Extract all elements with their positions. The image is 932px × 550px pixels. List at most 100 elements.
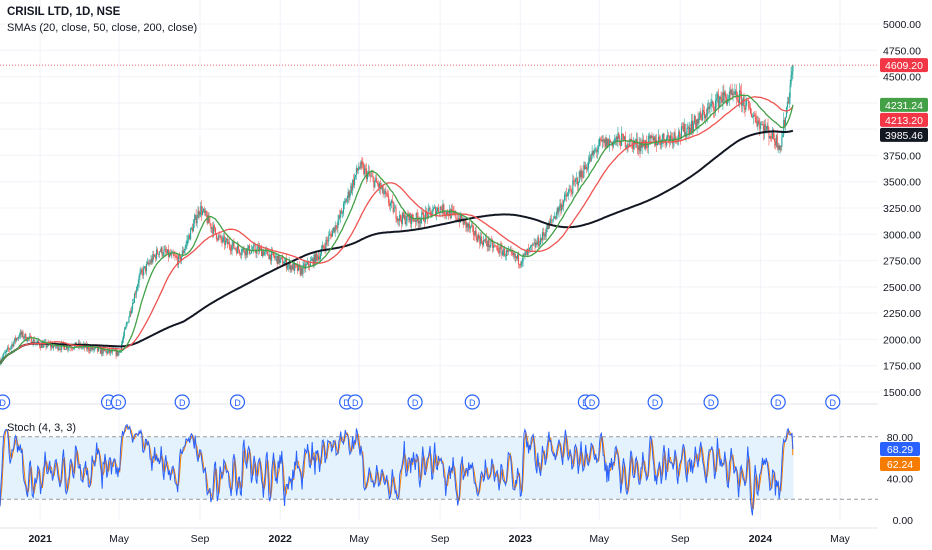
candle-body bbox=[161, 247, 163, 256]
candle-body bbox=[511, 251, 513, 254]
candle-body bbox=[343, 201, 345, 204]
price-tag-label: 4213.20 bbox=[885, 115, 923, 127]
candle-body bbox=[100, 349, 102, 354]
candle-body bbox=[323, 247, 325, 249]
candle-body bbox=[693, 115, 695, 124]
candle-body bbox=[255, 251, 257, 254]
price-tag: 3985.46 bbox=[880, 127, 928, 142]
candle-body bbox=[177, 257, 179, 265]
dividend-marker[interactable]: D bbox=[703, 394, 719, 410]
candle-body bbox=[198, 210, 200, 216]
dividend-marker[interactable]: D bbox=[0, 394, 11, 410]
candle-body bbox=[701, 115, 703, 120]
candle-body bbox=[636, 138, 638, 149]
candle-body bbox=[487, 239, 489, 247]
candle-body bbox=[308, 265, 310, 267]
candle-body bbox=[527, 248, 529, 255]
candle-body bbox=[12, 344, 14, 347]
candle-body bbox=[107, 350, 109, 354]
candle-body bbox=[535, 242, 537, 248]
candle-body bbox=[644, 144, 646, 149]
candle-body bbox=[421, 212, 423, 219]
candle-body bbox=[490, 240, 492, 246]
candle-body bbox=[3, 353, 5, 357]
time-tick-label: 2022 bbox=[269, 533, 293, 545]
stoch-tag-label: 68.29 bbox=[887, 444, 913, 456]
candle-body bbox=[722, 92, 724, 103]
price-tag-box bbox=[880, 112, 928, 127]
dividend-marker[interactable]: D bbox=[347, 394, 363, 410]
candle-body bbox=[354, 174, 357, 177]
candle-body bbox=[370, 175, 372, 177]
candle-body bbox=[467, 223, 469, 228]
dividend-marker[interactable]: D bbox=[770, 394, 786, 410]
candle-body bbox=[758, 120, 760, 122]
candle-body bbox=[750, 113, 753, 118]
candle-body bbox=[184, 247, 186, 251]
candle-body bbox=[351, 185, 353, 191]
candle-body bbox=[341, 210, 343, 214]
candle-body bbox=[729, 91, 731, 95]
candle-body bbox=[297, 265, 299, 271]
dividend-marker[interactable]: D bbox=[464, 394, 480, 410]
candle-body bbox=[517, 254, 519, 259]
candle-body bbox=[652, 137, 654, 141]
candle-body bbox=[65, 345, 67, 350]
candle-body bbox=[691, 120, 694, 132]
candle-body bbox=[190, 227, 193, 229]
candle-body bbox=[404, 215, 406, 224]
candle-body bbox=[600, 139, 602, 142]
candle-body bbox=[756, 122, 758, 127]
candle-body bbox=[521, 261, 523, 264]
price-tick-label: 2500.00 bbox=[883, 282, 921, 294]
price-tick-label: 3750.00 bbox=[883, 150, 921, 162]
candle-body bbox=[58, 348, 60, 350]
dividend-marker[interactable]: D bbox=[825, 394, 841, 410]
dividend-label: D bbox=[115, 398, 122, 408]
candle-body bbox=[353, 179, 355, 186]
candle-body bbox=[50, 344, 52, 348]
candle-body bbox=[140, 269, 142, 273]
candle-body bbox=[179, 256, 182, 262]
candle-body bbox=[674, 132, 676, 138]
candle-body bbox=[302, 264, 304, 274]
candle-body bbox=[180, 256, 182, 262]
candle-body bbox=[5, 349, 7, 352]
candle-body bbox=[665, 141, 667, 146]
candle-body bbox=[225, 240, 227, 245]
price-tick-label: 4500.00 bbox=[883, 72, 921, 84]
candle-body bbox=[627, 144, 629, 146]
dividend-marker[interactable]: D bbox=[647, 394, 663, 410]
dividend-markers[interactable]: DDDDDDDDDDDDDDD bbox=[0, 394, 841, 410]
candle-body bbox=[639, 143, 641, 152]
dividend-marker[interactable]: D bbox=[584, 394, 600, 410]
dividend-marker[interactable]: D bbox=[407, 394, 423, 410]
dividend-marker[interactable]: D bbox=[174, 394, 190, 410]
candle-body bbox=[25, 334, 27, 341]
candle-body bbox=[167, 249, 170, 257]
candle-body bbox=[342, 203, 345, 214]
candle-body bbox=[2, 356, 4, 360]
candle-body bbox=[231, 245, 233, 251]
dividend-marker[interactable]: D bbox=[110, 394, 127, 410]
candle-body bbox=[200, 206, 202, 214]
candle-body bbox=[30, 336, 32, 344]
candle-body bbox=[579, 171, 581, 178]
candle-body bbox=[556, 208, 558, 215]
candle-body bbox=[242, 247, 244, 250]
candle-body bbox=[519, 264, 521, 266]
candle-body bbox=[582, 176, 584, 178]
candle-body bbox=[507, 250, 509, 253]
candle-body bbox=[411, 214, 413, 225]
candle-body bbox=[772, 129, 774, 139]
candle-body bbox=[102, 348, 104, 354]
dividend-marker[interactable]: D bbox=[229, 394, 246, 410]
candle-body bbox=[395, 207, 397, 219]
candle-body bbox=[237, 245, 240, 250]
candle-body bbox=[563, 194, 566, 201]
candle-body bbox=[749, 107, 751, 109]
candle-body bbox=[206, 216, 208, 224]
candle-body bbox=[621, 133, 624, 135]
candle-body bbox=[570, 189, 572, 193]
